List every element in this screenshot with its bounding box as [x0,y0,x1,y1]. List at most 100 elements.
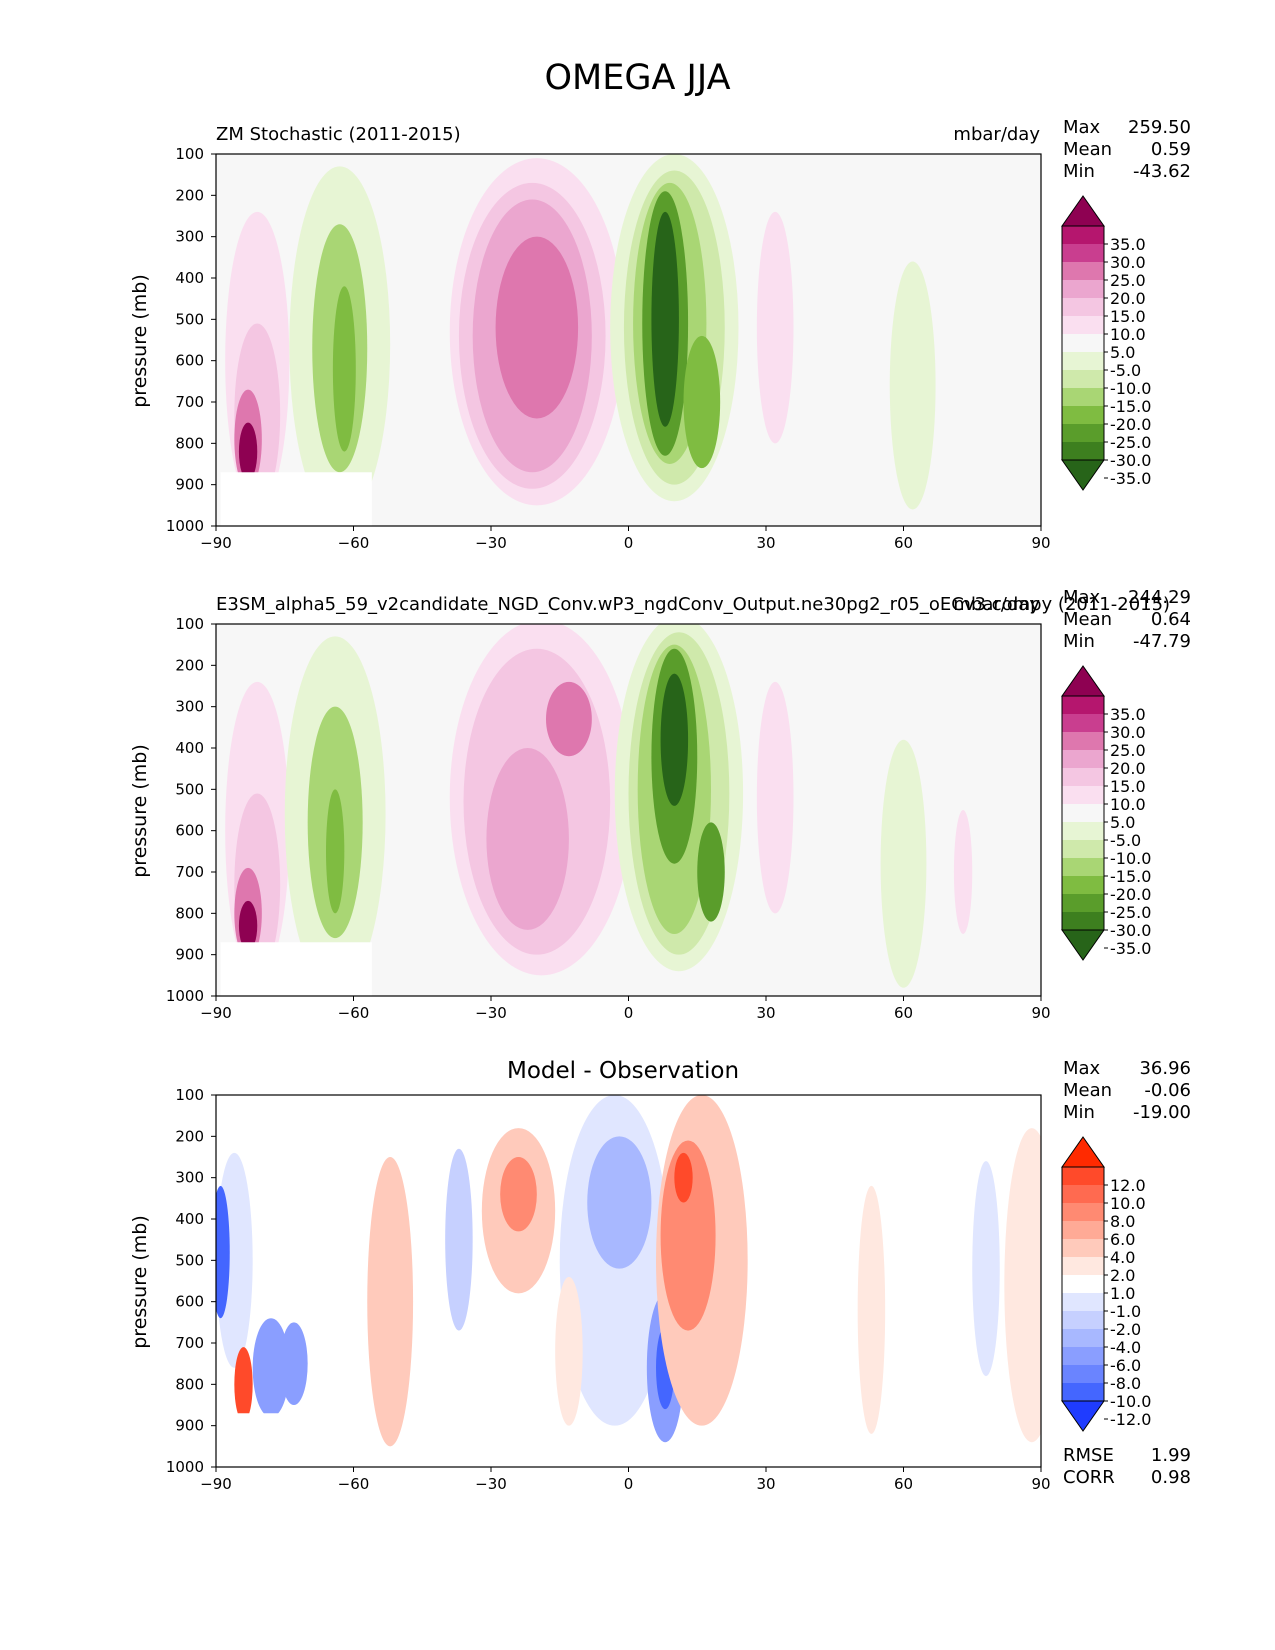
colorbar-tick-label: -25.0 [1110,433,1151,452]
colorbar-tick-label: -5.0 [1110,831,1141,850]
panel2-ylabel: pressure (mb) [129,744,151,878]
colorbar-tick-label: 30.0 [1110,253,1146,272]
colorbar-segment [1062,822,1104,840]
y-tick-label: 700 [175,863,204,881]
stat-label: Mean [1063,609,1113,630]
colorbar-segment [1062,1347,1104,1365]
contour-region [651,211,679,427]
stat-label: Max [1063,1058,1101,1079]
colorbar-tick-label: -5.0 [1110,361,1141,380]
contour-region [697,822,725,922]
contour-region [660,1140,716,1331]
colorbar-segment [1062,370,1104,388]
x-tick-label: 60 [894,1004,913,1022]
x-tick-label: −60 [338,1004,370,1022]
stat-label: Min [1063,1102,1095,1123]
colorbar-segment [1062,334,1104,352]
colorbar-tick-label: -30.0 [1110,451,1151,470]
panel3-bottom-stats: RMSE 1.99 CORR 0.98 [1063,1445,1191,1489]
missing-data-region [220,942,372,996]
missing-data-region [220,1413,372,1467]
contour-region [555,1276,583,1426]
panel2-title-left: E3SM_alpha5_59_v2candidate_NGD_Conv.wP3_… [216,594,1171,615]
contour-region [216,1185,230,1319]
y-tick-label: 500 [175,780,204,798]
x-tick-label: −30 [475,1004,507,1022]
colorbar-segment [1062,876,1104,894]
y-tick-label: 1000 [166,987,204,1005]
stat-label: Mean [1063,139,1113,160]
colorbar-segment [1062,226,1104,244]
stat-label: Min [1063,161,1095,182]
stat-label: Mean [1063,1080,1113,1101]
colorbar-tick-label: 20.0 [1110,289,1146,308]
colorbar-segment [1062,732,1104,750]
colorbar-segment [1062,406,1104,424]
x-tick-label: 30 [756,1475,775,1493]
colorbar-tick-label: -10.0 [1110,849,1151,868]
colorbar-frame [1061,695,1105,931]
colorbar-segment [1062,750,1104,768]
colorbar-segment [1062,1185,1104,1203]
colorbar-tick-label: 20.0 [1110,759,1146,778]
x-tick-label: 0 [624,1004,634,1022]
panel1-units: mbar/day [953,124,1040,145]
colorbar-tick-label: -20.0 [1110,885,1151,904]
stat-label: Min [1063,631,1095,652]
y-tick-label: 100 [175,1086,204,1104]
colorbar-tick-label: -2.0 [1110,1320,1141,1339]
contour-region [280,1322,308,1405]
stat-value: -47.79 [1132,631,1191,652]
y-tick-label: 500 [175,310,204,328]
colorbar-tick-label: -15.0 [1110,867,1151,886]
colorbar-tick-label: -20.0 [1110,415,1151,434]
stat-value: 244.29 [1128,587,1191,608]
y-tick-label: 300 [175,698,204,716]
y-tick-label: 300 [175,228,204,246]
contour-region [587,1136,652,1269]
colorbar-segment [1062,1203,1104,1221]
contour-region [238,422,258,481]
colorbar-tick-label: -1.0 [1110,1302,1141,1321]
y-tick-label: 100 [175,615,204,633]
y-tick-label: 200 [175,1127,204,1145]
panel1-stats: Max 259.50 Mean 0.59 Min -43.62 [1063,117,1191,183]
colorbar-tick-label: -10.0 [1110,379,1151,398]
y-tick-label: 400 [175,269,204,287]
contour-region [332,286,356,452]
stat-value: 0.59 [1150,139,1191,160]
colorbar-segment [1062,262,1104,280]
stat-value: -43.62 [1132,161,1191,182]
colorbar-segment [1062,840,1104,858]
stat-value: -0.06 [1144,1080,1191,1101]
colorbar-tick-label: 35.0 [1110,235,1146,254]
colorbar-segment [1062,1221,1104,1239]
stat-label: RMSE [1063,1445,1114,1466]
x-tick-label: 0 [624,534,634,552]
colorbar-segment [1062,1257,1104,1275]
colorbar-extend-bottom [1061,1400,1105,1432]
x-tick-label: −90 [200,1004,232,1022]
y-tick-label: 600 [175,1293,204,1311]
colorbar-segment [1062,316,1104,334]
panel2-units: mbar/day [953,594,1040,615]
x-tick-label: 90 [1031,1004,1050,1022]
colorbar-segment [1062,1365,1104,1383]
stat-value: 1.99 [1150,1445,1191,1466]
stat-label: Max [1063,117,1101,138]
missing-data-region [220,472,372,526]
colorbar-tick-label: 5.0 [1110,813,1135,832]
colorbar-segment [1062,804,1104,822]
colorbar-extend-bottom [1061,459,1105,491]
x-tick-label: −90 [200,534,232,552]
colorbar-tick-label: -4.0 [1110,1338,1141,1357]
contour-region [500,1157,537,1232]
colorbar-segment [1062,442,1104,460]
panel3-stats: Max 36.96 Mean -0.06 Min -19.00 [1063,1058,1191,1124]
y-tick-label: 800 [175,904,204,922]
contour-region [326,789,345,914]
contour-region [660,673,689,806]
colorbar-tick-label: 25.0 [1110,271,1146,290]
stat-value: 0.64 [1150,609,1191,630]
